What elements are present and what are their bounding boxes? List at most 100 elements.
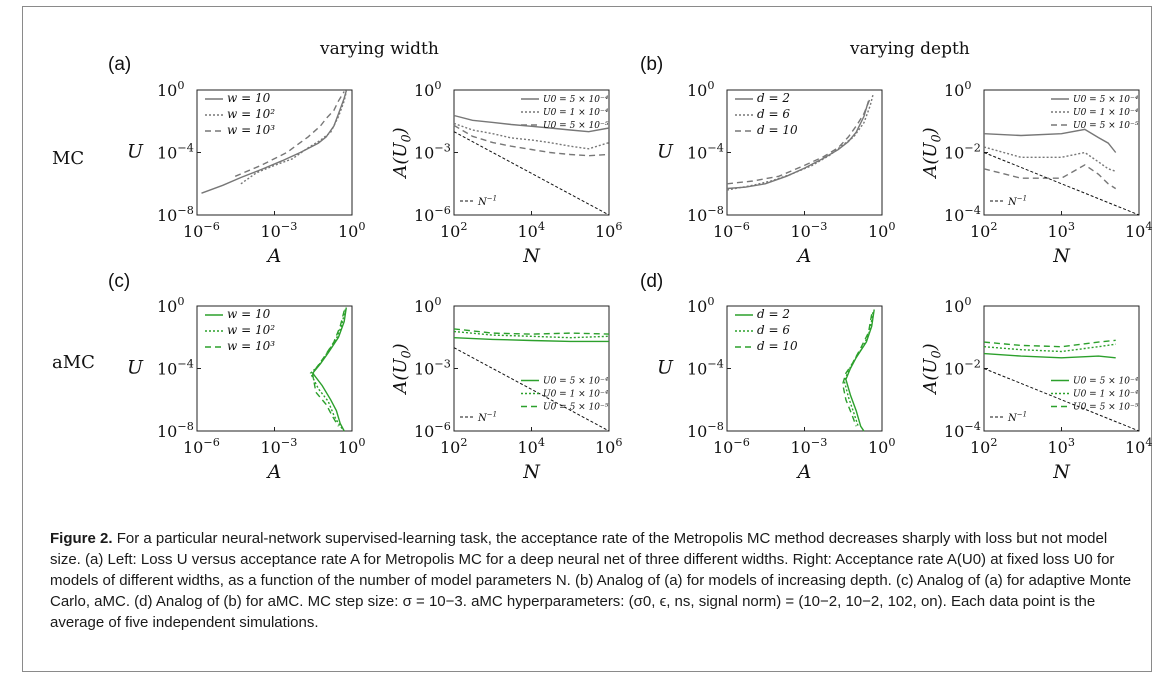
y-axis-label: U: [657, 141, 674, 163]
x-tick-label: 104: [518, 220, 545, 241]
y-tick-label: 10−6: [414, 204, 451, 225]
row-label-amc: aMC: [52, 352, 95, 373]
x-tick-label: 10−6: [183, 436, 220, 457]
y-tick-label: 100: [157, 295, 184, 316]
x-tick-label: 102: [970, 436, 997, 457]
legend-entry: U0 = 5 × 10⁻⁴: [543, 377, 609, 387]
panel-label-a: (a): [108, 54, 131, 75]
y-tick-label: 10−6: [414, 420, 451, 441]
panel-label-c: (c): [108, 271, 130, 292]
plot-c-left: 10−6 10−3 100 10−8 10−4 100 A Uw = 10 w = 10² w =…: [127, 295, 365, 483]
legend-entry: U0 = 1 × 10⁻⁴: [543, 108, 609, 118]
y-tick-label: 10−4: [687, 141, 724, 162]
y-axis-label: A(U0): [390, 127, 414, 179]
x-tick-label: 10−6: [713, 220, 750, 241]
series-line-2: [841, 314, 873, 427]
legend-entry: U0 = 5 × 10⁻⁵: [543, 121, 609, 131]
legend-entry: w = 10²: [227, 323, 275, 337]
axes-frame: [726, 305, 883, 432]
reference-line: [983, 368, 1140, 432]
y-axis-label: U: [657, 357, 674, 379]
x-axis-label: N: [522, 245, 541, 267]
y-tick-label: 100: [414, 295, 441, 316]
x-tick-label: 100: [338, 220, 365, 241]
legend-entry: d = 10: [757, 123, 798, 137]
y-tick-label: 10−8: [687, 420, 724, 441]
reference-legend-label: N−1: [1007, 195, 1027, 209]
series-line-0: [983, 128, 1117, 153]
series-line-1: [453, 330, 610, 339]
legend-entry: U0 = 5 × 10⁻⁴: [543, 95, 609, 105]
legend-entry: U0 = 5 × 10⁻⁵: [543, 403, 609, 413]
plot-a-right: 102 104 106 10−6 10−3 100 N A(U0) U0 = 5 × 10⁻⁴ U…: [390, 79, 622, 267]
x-tick-label: 102: [970, 220, 997, 241]
series-line-2: [311, 310, 345, 427]
y-tick-label: 100: [157, 79, 184, 100]
series-line-1: [843, 312, 874, 427]
legend-entry: U0 = 1 × 10⁻⁴: [543, 390, 609, 400]
legend-entry: U0 = 5 × 10⁻⁵: [1073, 121, 1139, 131]
figure-caption: Figure 2. For a particular neural-networ…: [50, 528, 1140, 633]
legend-entry: w = 10: [227, 91, 271, 105]
reference-legend-label: N−1: [477, 411, 497, 425]
x-tick-label: 100: [338, 436, 365, 457]
y-tick-label: 100: [687, 79, 714, 100]
legend-entry: U0 = 5 × 10⁻⁵: [1073, 403, 1139, 413]
x-axis-label: A: [796, 245, 812, 267]
panel-label-b: (b): [640, 54, 663, 75]
series-line-2: [453, 328, 610, 335]
y-tick-label: 10−2: [944, 141, 981, 162]
series-line-0: [845, 309, 875, 432]
legend-entry: U0 = 1 × 10⁻⁴: [1073, 108, 1139, 118]
x-tick-label: 103: [1048, 220, 1075, 241]
y-axis-label: A(U0): [920, 343, 944, 395]
caption-text: For a particular neural-network supervis…: [50, 530, 1132, 631]
y-tick-label: 10−4: [944, 420, 981, 441]
legend-entry: w = 10: [227, 307, 271, 321]
plot-c-right: 102 104 106 10−6 10−3 100 N A(U0) U0 = 5 × 10⁻⁴ U…: [390, 295, 622, 483]
series-line-1: [983, 146, 1116, 172]
y-tick-label: 10−2: [944, 357, 981, 378]
x-tick-label: 100: [868, 436, 895, 457]
x-tick-label: 100: [868, 220, 895, 241]
series-line-0: [453, 337, 609, 343]
legend-entry: d = 6: [757, 107, 790, 121]
x-axis-label: N: [1052, 245, 1071, 267]
caption-label: Figure 2.: [50, 530, 113, 547]
y-tick-label: 10−8: [157, 204, 194, 225]
reference-legend-label: N−1: [1007, 411, 1027, 425]
x-tick-label: 10−3: [261, 436, 298, 457]
x-tick-label: 102: [440, 220, 467, 241]
x-axis-label: A: [796, 461, 812, 483]
y-tick-label: 100: [414, 79, 441, 100]
x-axis-label: A: [266, 461, 282, 483]
legend-entry: d = 2: [757, 91, 790, 105]
x-tick-label: 10−6: [713, 436, 750, 457]
x-tick-label: 106: [595, 436, 622, 457]
legend-entry: U0 = 1 × 10⁻⁴: [1073, 390, 1139, 400]
legend-entry: d = 2: [757, 307, 790, 321]
series-line-1: [983, 343, 1116, 353]
y-tick-label: 100: [687, 295, 714, 316]
x-tick-label: 10−3: [791, 436, 828, 457]
panel-label-d: (d): [640, 271, 663, 292]
series-line-0: [726, 100, 870, 190]
x-tick-label: 104: [1125, 220, 1152, 241]
plot-b-left: 10−6 10−3 100 10−8 10−4 100 A Ud = 2 d = 6 d = 10: [657, 79, 895, 267]
series-line-1: [726, 94, 874, 191]
y-tick-label: 10−4: [157, 141, 194, 162]
plot-a-left: 10−6 10−3 100 10−8 10−4 100 A Uw = 10 w = 10² w =…: [127, 79, 365, 267]
series-line-0: [983, 352, 1116, 359]
reference-line: [983, 152, 1140, 216]
series-line-2: [453, 124, 610, 157]
legend-entry: w = 10³: [227, 123, 275, 137]
y-axis-label: A(U0): [390, 343, 414, 395]
y-tick-label: 10−4: [687, 357, 724, 378]
legend-entry: w = 10³: [227, 339, 275, 353]
reference-legend-label: N−1: [477, 195, 497, 209]
y-axis-label: U: [127, 141, 144, 163]
column-header-depth: varying depth: [849, 39, 970, 59]
column-header-width: varying width: [319, 39, 439, 59]
x-tick-label: 102: [440, 436, 467, 457]
x-tick-label: 104: [518, 436, 545, 457]
